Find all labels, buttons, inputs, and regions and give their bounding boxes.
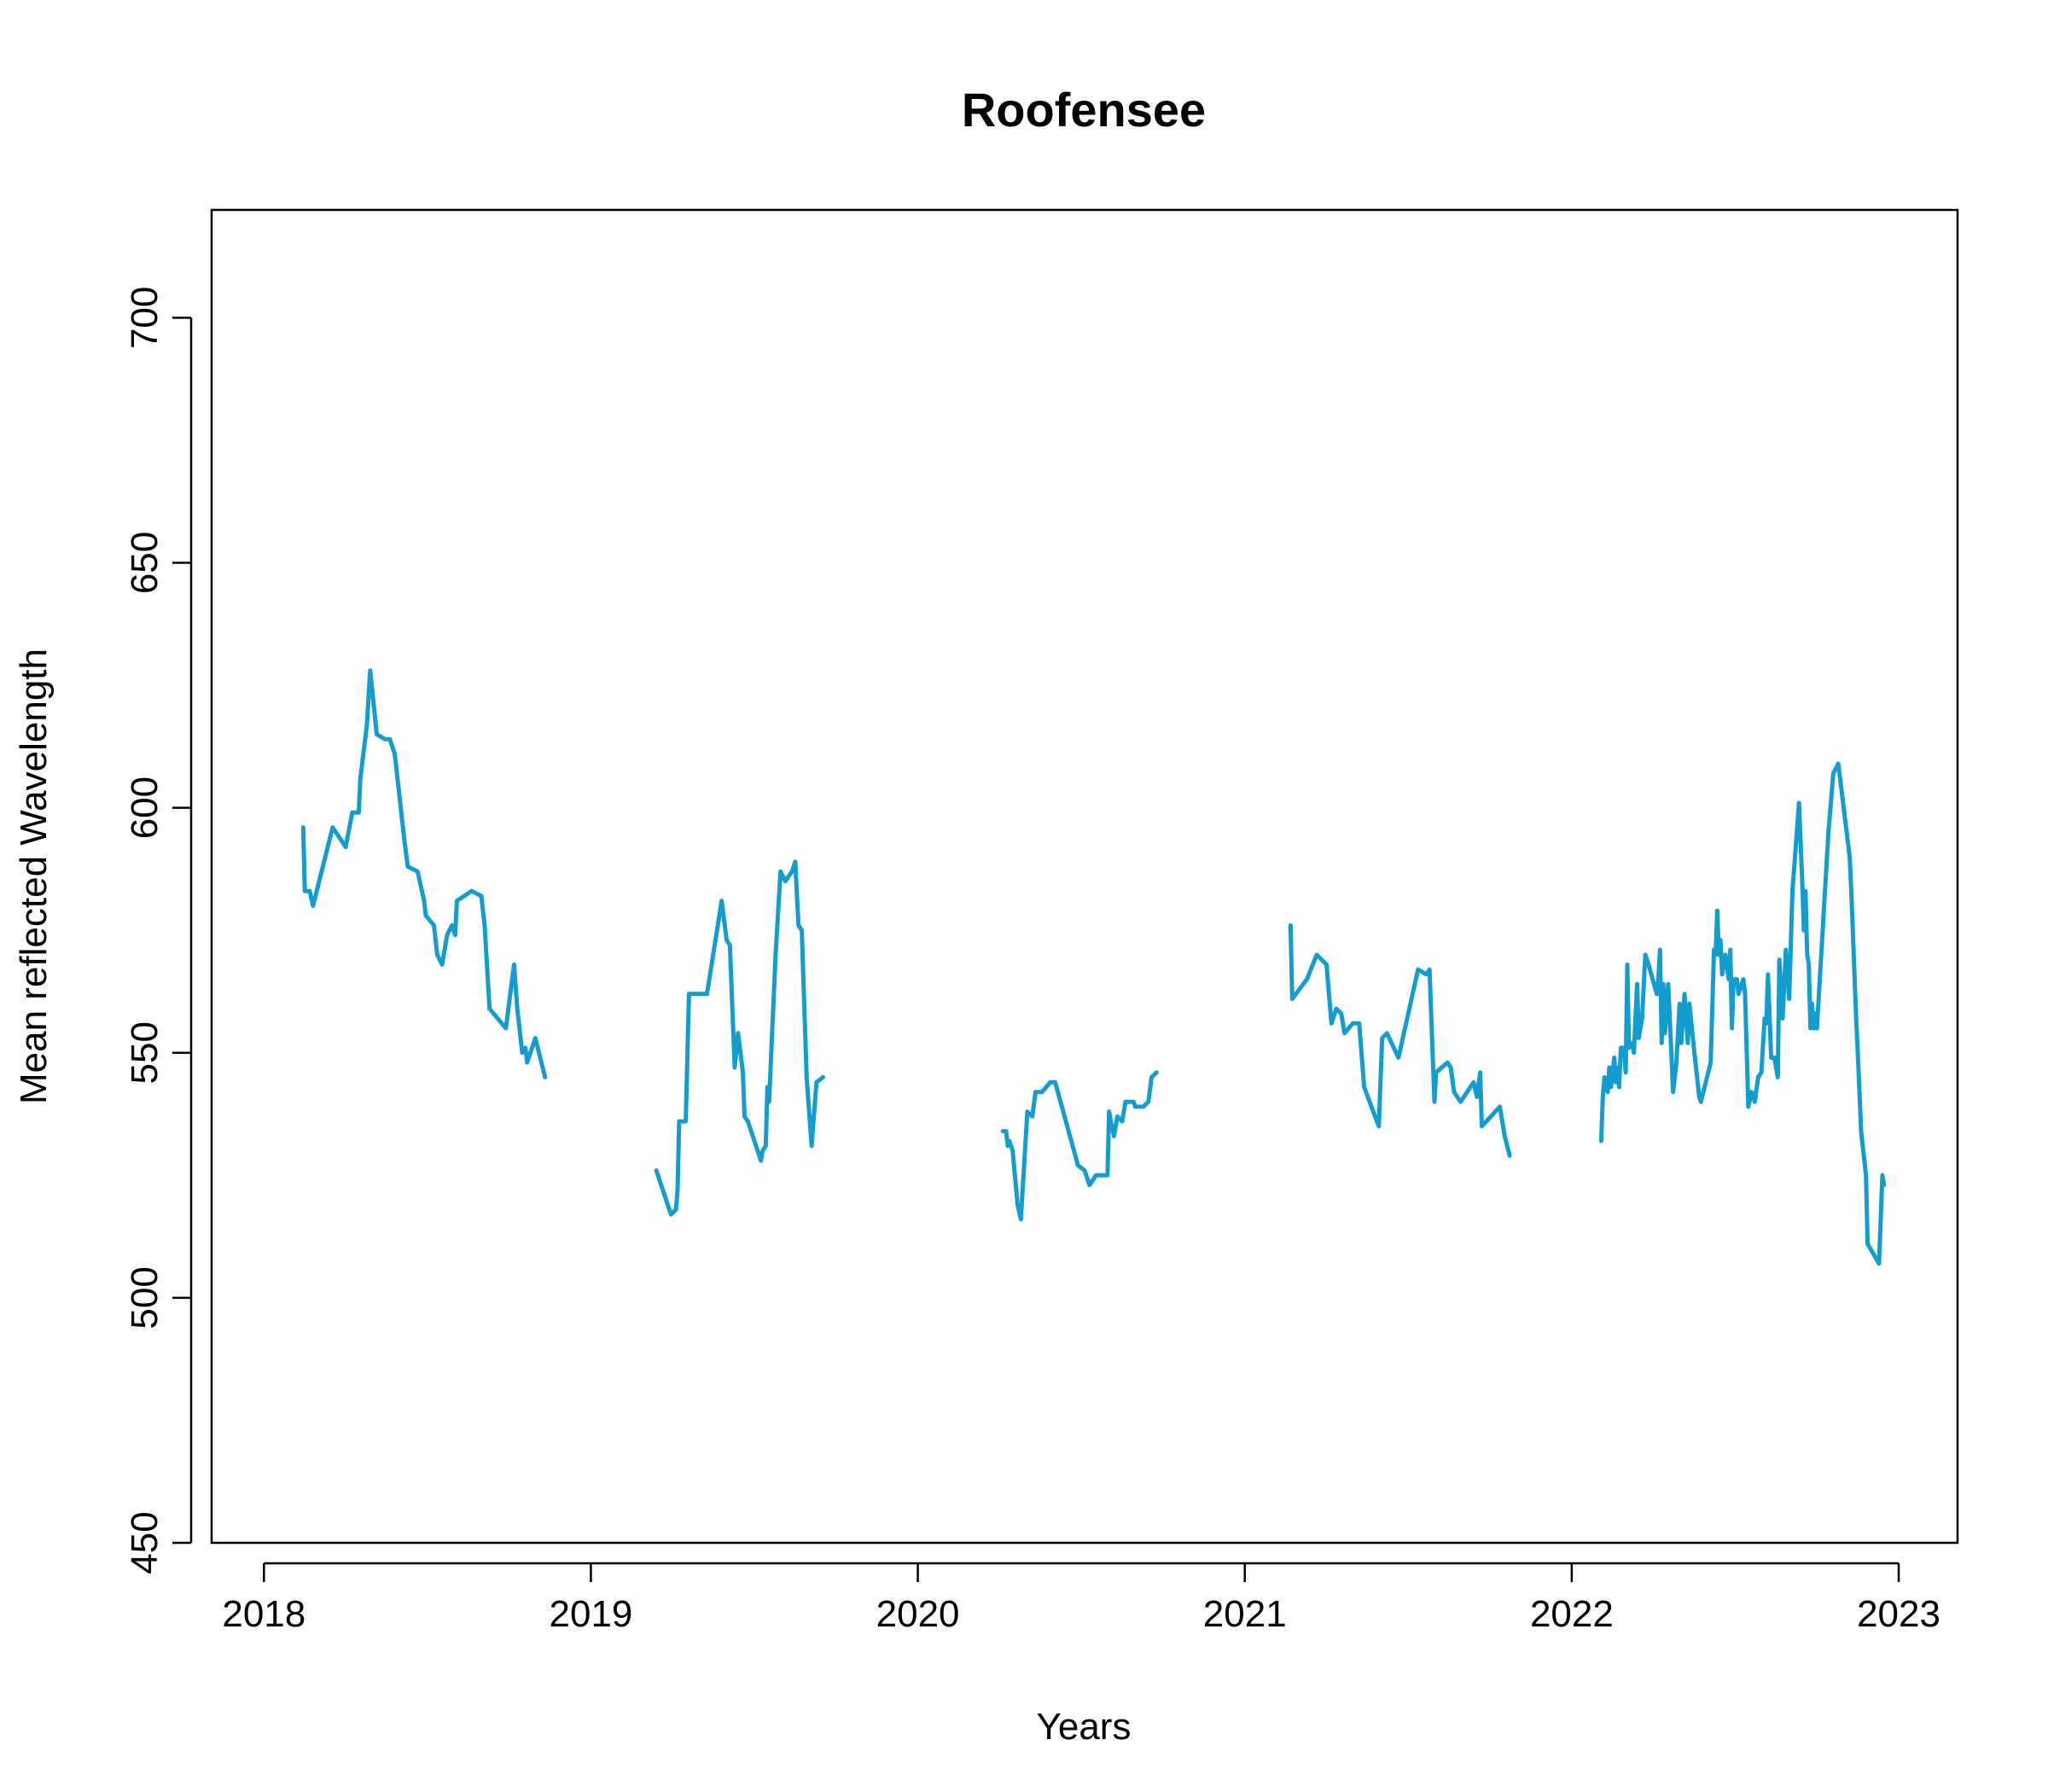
y-axis: 450 500 550 600 650 700 <box>124 287 193 1574</box>
y-tick-label: 700 <box>124 287 166 349</box>
y-tick-label: 650 <box>124 532 166 594</box>
x-axis: 2018 2019 2020 2021 2022 2023 <box>222 1562 1940 1635</box>
plot-frame <box>210 208 1959 1545</box>
series-group <box>300 668 1887 1266</box>
y-tick-label: 600 <box>124 777 166 839</box>
x-tick-label: 2021 <box>1203 1593 1287 1635</box>
x-tick-label: 2020 <box>876 1593 960 1635</box>
chart-title: Roofensee <box>962 83 1206 137</box>
y-tick-label: 550 <box>124 1021 166 1084</box>
x-tick-label: 2022 <box>1530 1593 1614 1635</box>
y-axis-label: Mean reflected Wavelength <box>13 649 55 1104</box>
series-line-2 <box>654 859 825 1217</box>
x-tick-label: 2019 <box>550 1593 633 1635</box>
series-line-3 <box>1000 1070 1159 1222</box>
series-line-4 <box>1288 922 1512 1158</box>
x-axis-label: Years <box>1037 1706 1132 1748</box>
x-tick-label: 2018 <box>222 1593 305 1635</box>
x-tick-label: 2023 <box>1857 1593 1940 1635</box>
series-line-1 <box>300 668 548 1079</box>
y-tick-label: 500 <box>124 1266 166 1329</box>
series-line-5 <box>1598 761 1887 1266</box>
y-tick-label: 450 <box>124 1511 166 1574</box>
